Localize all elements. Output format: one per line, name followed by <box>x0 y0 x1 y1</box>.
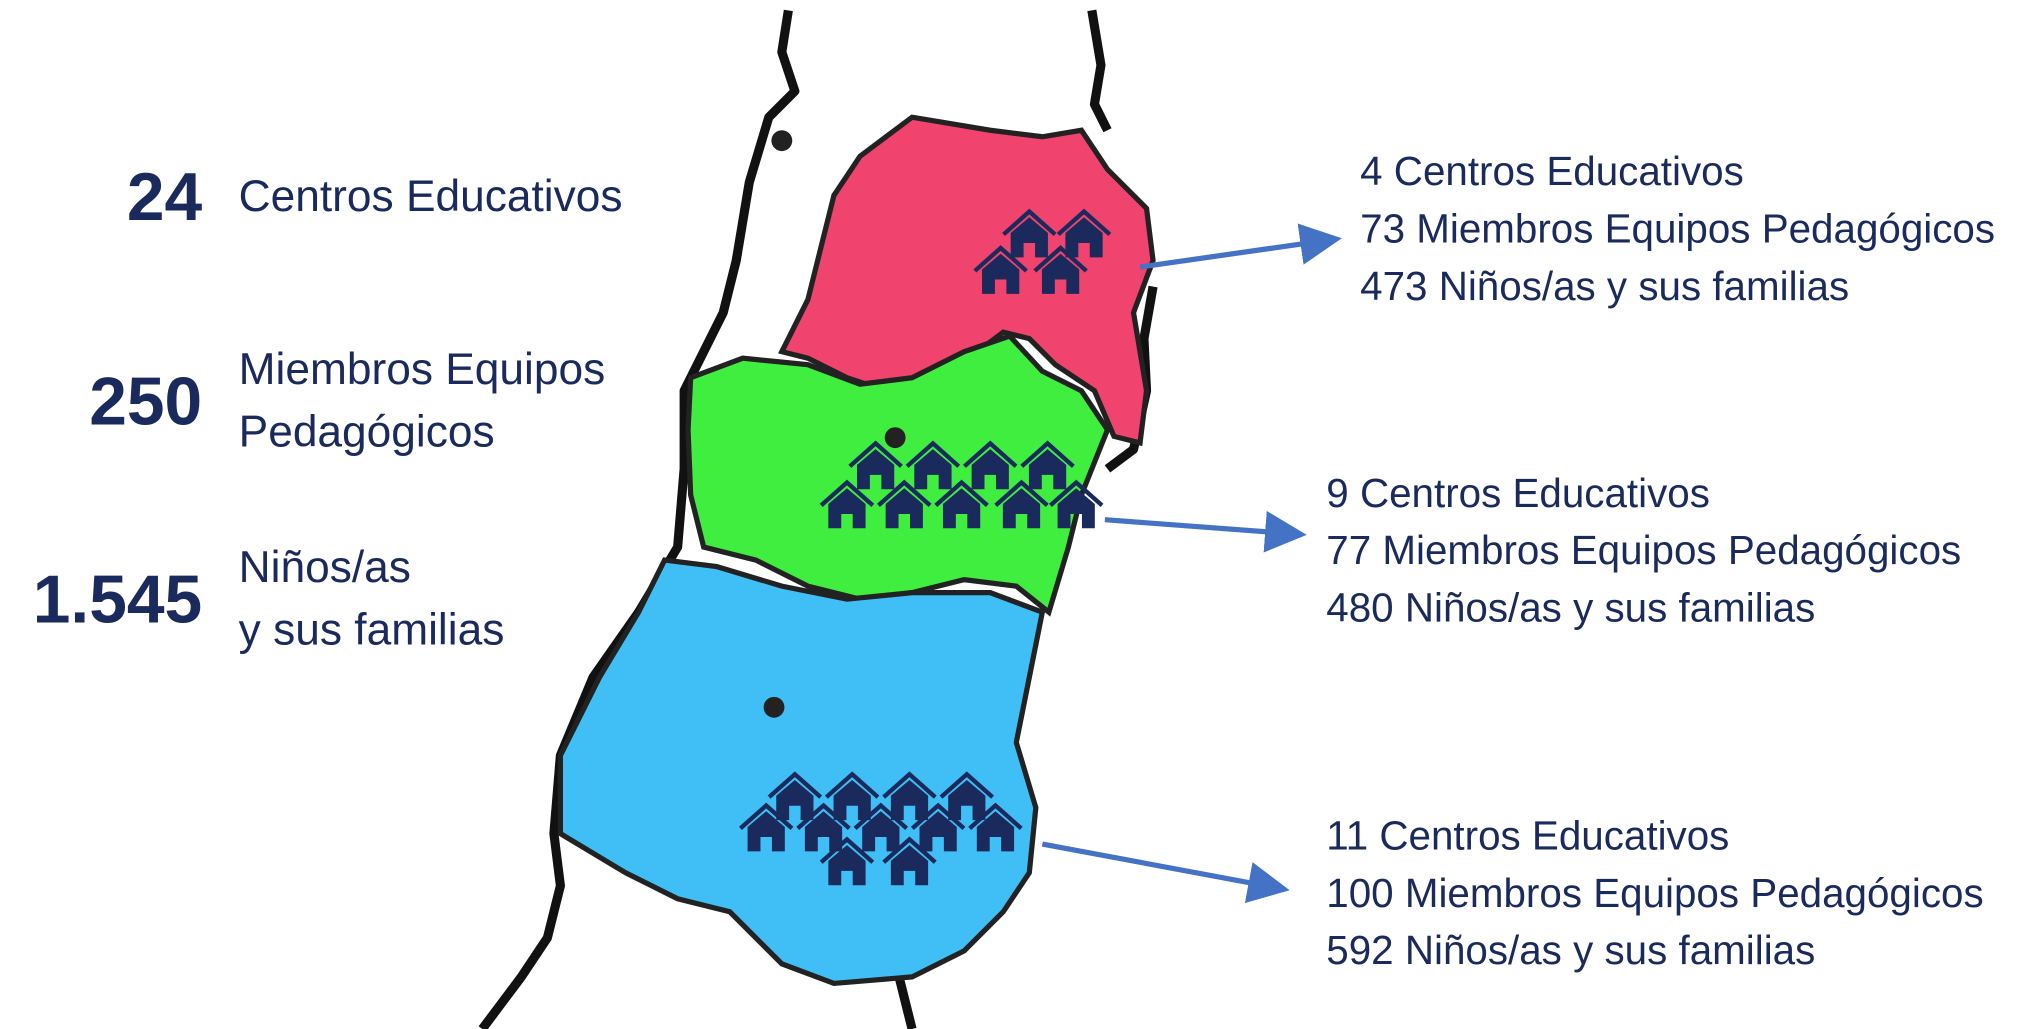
region-info: 9 Centros Educativos <box>1326 470 1710 516</box>
arrow <box>1041 841 1290 904</box>
total-label: Miembros Equipos <box>239 345 606 394</box>
city-dot <box>771 130 793 152</box>
region-info: 480 Niños/as y sus familias <box>1326 585 1815 631</box>
total-label: Pedagógicos <box>239 408 495 457</box>
region-info: 4 Centros Educativos <box>1360 148 1744 194</box>
region-info: 73 Miembros Equipos Pedagógicos <box>1360 206 1995 252</box>
arrow <box>1139 223 1342 270</box>
arrow <box>1104 510 1307 553</box>
region-info: 473 Niños/as y sus familias <box>1360 263 1849 309</box>
region-blue <box>557 557 1046 987</box>
region-green <box>685 333 1111 617</box>
region-info: 100 Miembros Equipos Pedagógicos <box>1326 870 1983 916</box>
total-number: 24 <box>127 160 203 235</box>
region-info: 11 Centros Educativos <box>1326 813 1729 859</box>
city-dot <box>763 696 785 718</box>
total-number: 1.545 <box>33 562 202 637</box>
total-label: Niños/as <box>239 543 411 592</box>
region-info: 592 Niños/as y sus familias <box>1326 927 1815 973</box>
city-dot <box>884 427 906 449</box>
total-label: y sus familias <box>239 606 505 655</box>
total-number: 250 <box>89 364 202 439</box>
total-label: Centros Educativos <box>239 172 623 221</box>
region-info: 77 Miembros Equipos Pedagógicos <box>1326 527 1961 573</box>
